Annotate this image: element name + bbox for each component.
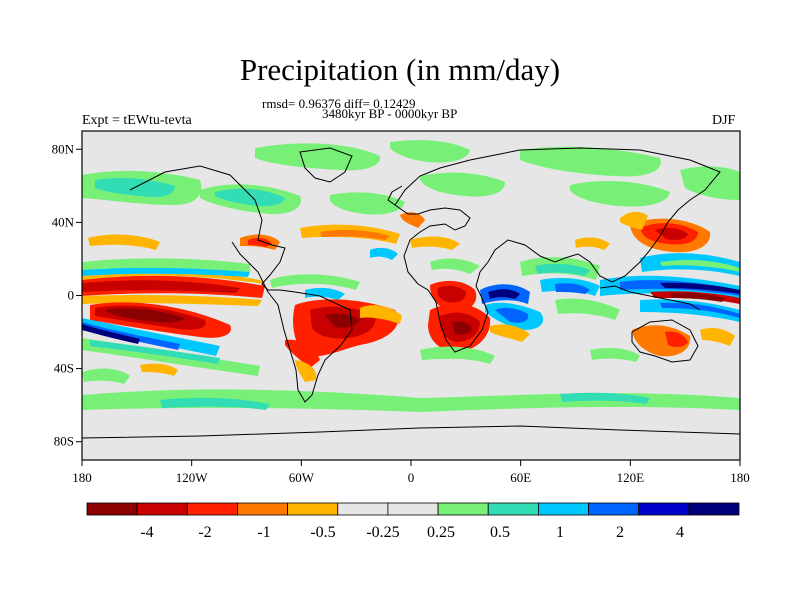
colorbar-swatch bbox=[437, 502, 489, 516]
colorbar-swatch bbox=[136, 502, 188, 516]
colorbar-label: 1 bbox=[556, 524, 564, 541]
lon-tick-label: 60E bbox=[510, 470, 531, 485]
colorbar-label: 0.25 bbox=[427, 524, 455, 541]
colorbar-swatch bbox=[287, 502, 339, 516]
colorbar-label: 0.5 bbox=[490, 524, 510, 541]
colorbar-swatch bbox=[337, 502, 389, 516]
colorbar-label: -0.25 bbox=[366, 524, 399, 541]
latitude-ticks: 80N 40N 0 40S 80S bbox=[52, 141, 82, 449]
lon-tick-label: 180 bbox=[72, 470, 92, 485]
colorbar-swatch bbox=[688, 502, 740, 516]
lat-tick-label: 80N bbox=[52, 141, 75, 156]
colorbar-swatch bbox=[487, 502, 539, 516]
colorbar-swatch bbox=[237, 502, 289, 516]
experiment-label: Expt = tEWtu-tevta bbox=[82, 113, 192, 128]
lat-tick-label: 80S bbox=[54, 434, 74, 449]
lon-tick-label: 180 bbox=[730, 470, 750, 485]
colorbar-swatch bbox=[387, 502, 439, 516]
lat-tick-label: 40N bbox=[52, 214, 75, 229]
colorbar-swatch bbox=[186, 502, 238, 516]
lon-tick-label: 0 bbox=[408, 470, 415, 485]
lat-tick-label: 40S bbox=[54, 361, 74, 376]
time-period-label: 3480kyr BP - 0000kyr BP bbox=[322, 106, 458, 121]
colorbar-label: -2 bbox=[198, 524, 211, 541]
rmsd-diff-stats: rmsd= 0.96376 diff= 0.12429 bbox=[262, 96, 416, 111]
season-label: DJF bbox=[712, 113, 736, 128]
colorbar: -4 -2 -1 -0.5 -0.25 0.25 0.5 1 2 4 bbox=[86, 502, 740, 541]
colorbar-label: -0.5 bbox=[310, 524, 335, 541]
colorbar-label: 2 bbox=[616, 524, 624, 541]
precipitation-anomaly-field bbox=[82, 140, 740, 412]
colorbar-label: 4 bbox=[676, 524, 684, 541]
longitude-ticks: 180 120W 60W 0 60E 120E 180 bbox=[72, 460, 750, 485]
plot-title: Precipitation (in mm/day) bbox=[239, 52, 561, 87]
colorbar-label: -1 bbox=[257, 524, 270, 541]
coastlines bbox=[82, 147, 740, 439]
lon-tick-label: 120W bbox=[176, 470, 209, 485]
colorbar-swatch bbox=[537, 502, 589, 516]
colorbar-swatch bbox=[588, 502, 640, 516]
lon-tick-label: 60W bbox=[289, 470, 315, 485]
colorbar-swatch bbox=[86, 502, 138, 516]
lat-tick-label: 0 bbox=[68, 288, 75, 303]
colorbar-swatch bbox=[638, 502, 690, 516]
lon-tick-label: 120E bbox=[617, 470, 645, 485]
colorbar-label: -4 bbox=[140, 524, 153, 541]
